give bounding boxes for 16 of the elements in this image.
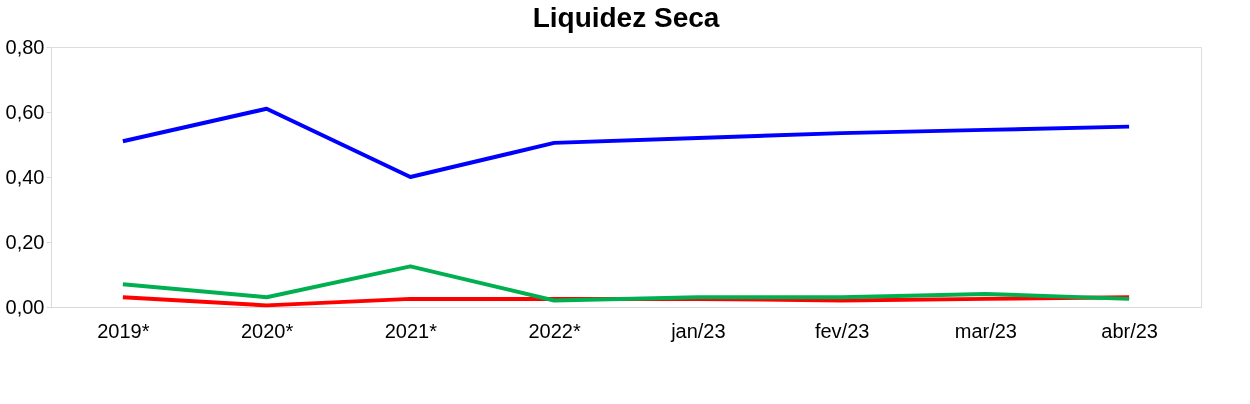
y-tick-label: 0,00 xyxy=(5,295,45,318)
x-tick-label: 2020* xyxy=(240,319,294,342)
chart-title: Liquidez Seca xyxy=(532,2,720,33)
x-tick-label: 2022* xyxy=(528,319,581,342)
y-tick-label: 0,40 xyxy=(5,165,45,188)
y-tick-label: 0,80 xyxy=(5,35,45,58)
x-tick-label: 2021* xyxy=(384,319,438,342)
x-tick-label: 2019* xyxy=(97,319,150,342)
y-tick-label: 0,20 xyxy=(5,230,45,253)
x-tick-label: jan/23 xyxy=(670,319,726,342)
x-tick-label: abr/23 xyxy=(1101,319,1158,342)
x-tick-label: mar/23 xyxy=(954,319,1017,342)
y-tick-label: 0,60 xyxy=(5,100,45,123)
line-series xyxy=(120,264,1132,303)
x-tick-label: fev/23 xyxy=(814,319,870,342)
line-series xyxy=(120,106,1132,179)
